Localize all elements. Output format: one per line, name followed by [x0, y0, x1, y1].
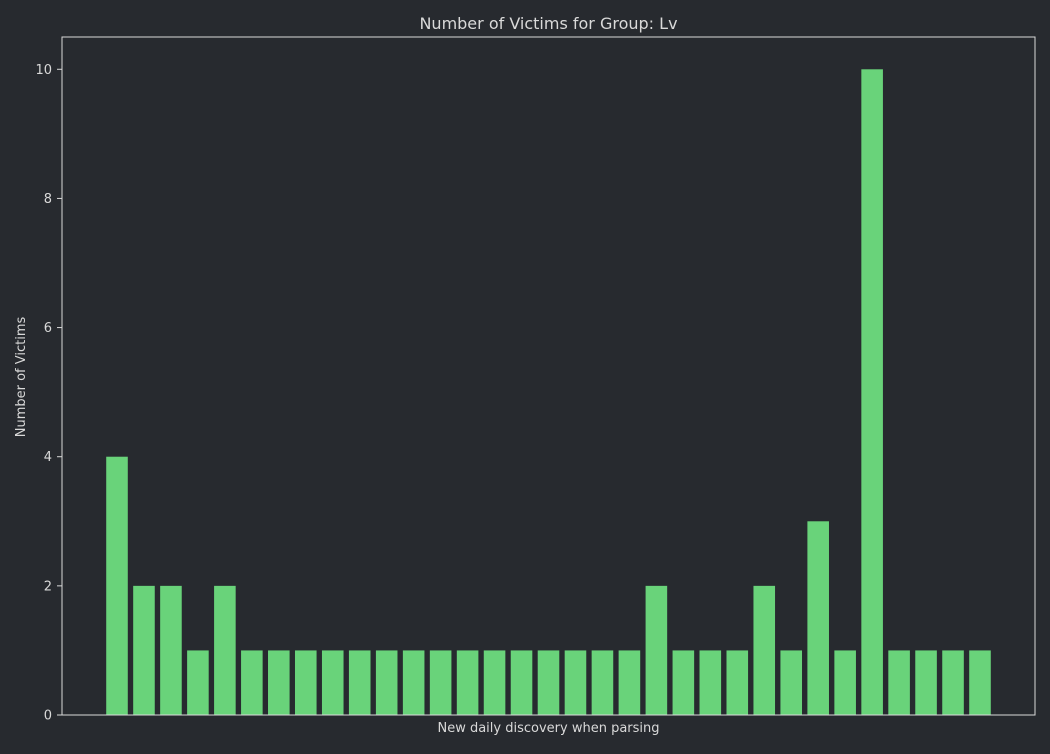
bar: [564, 650, 587, 715]
bar: [753, 585, 776, 715]
bar: [888, 650, 910, 715]
bars-group: [106, 69, 991, 716]
bar: [429, 650, 452, 715]
bar: [699, 650, 722, 715]
y-tick-label: 10: [35, 63, 52, 78]
bar: [402, 650, 425, 715]
bar: [133, 585, 155, 715]
bar: [241, 650, 263, 715]
y-tick-label: 8: [44, 192, 52, 207]
bar: [510, 650, 533, 715]
bar: [591, 650, 614, 715]
y-tick-label: 2: [44, 579, 52, 594]
bar: [969, 650, 991, 715]
bar: [294, 650, 317, 715]
bar: [672, 650, 695, 715]
bar: [321, 650, 344, 715]
bar: [187, 650, 209, 715]
bar: [807, 521, 829, 715]
bar: [537, 650, 560, 715]
bar: [106, 456, 128, 715]
y-axis: 0 2 4 6 8 10: [35, 63, 62, 724]
bar: [375, 650, 398, 715]
x-axis-label: New daily discovery when parsing: [437, 721, 659, 736]
plot-frame: [61, 36, 1036, 716]
bar: [780, 650, 803, 715]
chart-title: Number of Victims for Group: Lv: [419, 14, 677, 33]
y-axis-label: Number of Victims: [14, 317, 29, 438]
bar: [834, 650, 856, 715]
bar: [214, 585, 236, 715]
bar: [915, 650, 937, 715]
bar: [483, 650, 506, 715]
bar: [348, 650, 371, 715]
bar: [618, 650, 641, 715]
bar: [861, 69, 883, 716]
y-tick-label: 6: [44, 321, 52, 336]
bar: [645, 585, 668, 715]
bar: [268, 650, 290, 715]
y-tick-label: 4: [44, 450, 52, 465]
bar: [456, 650, 479, 715]
y-tick-label: 0: [44, 709, 52, 724]
bar: [726, 650, 749, 715]
bar: [942, 650, 964, 715]
bar: [160, 585, 182, 715]
